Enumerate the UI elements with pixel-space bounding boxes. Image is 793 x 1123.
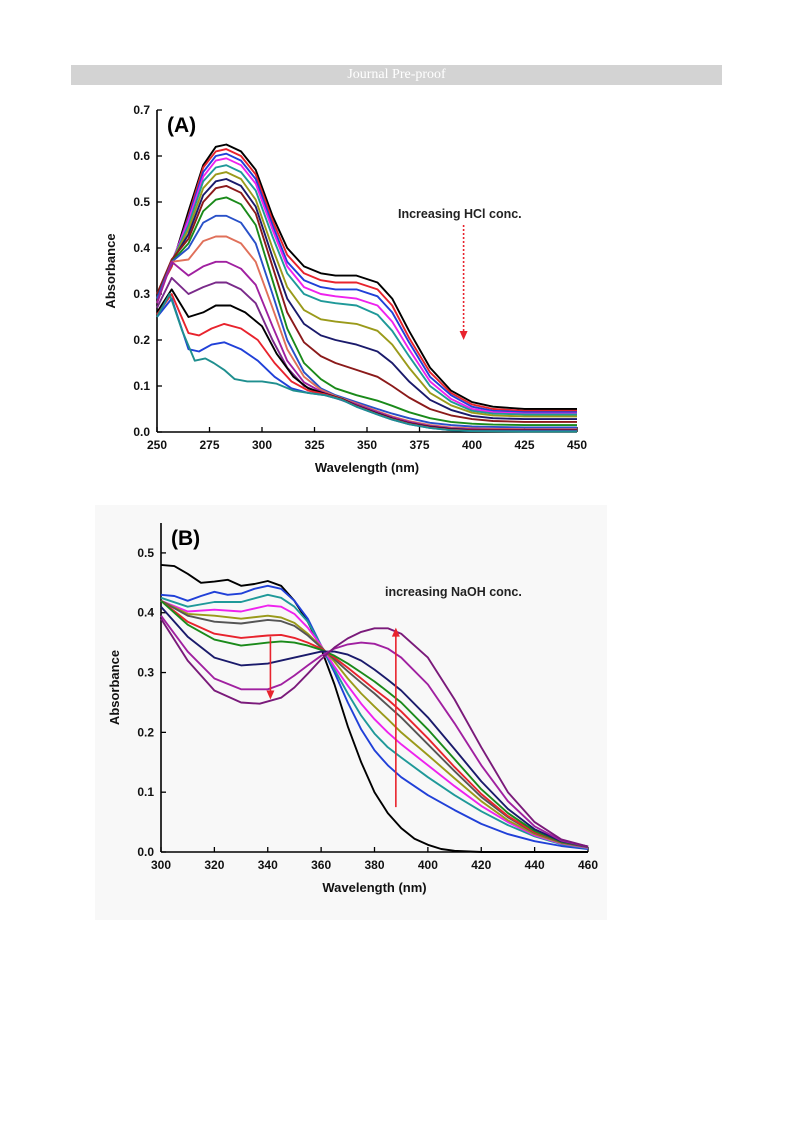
spectrum-series-5: [156, 164, 577, 416]
y-tick-label: 0.5: [137, 546, 154, 560]
x-tick-label: 400: [418, 858, 438, 872]
panel-label: (A): [167, 114, 196, 137]
spectrum-series-8: [156, 184, 577, 423]
y-tick-label: 0.3: [137, 666, 154, 680]
x-tick-label: 375: [409, 438, 429, 452]
chart-panel-a: 250 275 300 325 350 375 400 425 450 0.0 0.1 0.2 0.3 0…: [95, 96, 600, 491]
x-tick-label: 425: [514, 438, 534, 452]
annotation-label: increasing NaOH conc.: [385, 585, 522, 599]
spectrum-series-7: [160, 600, 589, 848]
spectrum-series-10: [160, 615, 589, 848]
spectrum-series-8: [160, 600, 589, 848]
annotation-label: Increasing HCl conc.: [398, 207, 522, 221]
spectrum-series-3: [160, 593, 589, 850]
spectrum-series-10: [156, 214, 577, 429]
x-tick-label: 250: [147, 438, 167, 452]
spectrum-series-9: [156, 196, 577, 427]
x-tick-label: 300: [151, 858, 171, 872]
x-tick-label: 420: [471, 858, 491, 872]
x-tick-label: 325: [304, 438, 324, 452]
trend-arrow-head: [391, 627, 400, 637]
x-tick-label: 460: [578, 858, 598, 872]
y-tick-label: 0.0: [137, 845, 154, 859]
x-tick-label: 340: [258, 858, 278, 872]
y-tick-label: 0.1: [133, 379, 150, 393]
spectrum-series-9: [160, 606, 589, 848]
spectrum-series-1: [156, 143, 577, 410]
y-tick-label: 0.2: [133, 333, 150, 347]
x-tick-label: 440: [525, 858, 545, 872]
journal-header-text: Journal Pre-proof: [347, 67, 446, 82]
y-axis-title: Absorbance: [107, 650, 122, 725]
chart-panel-b: 300 320 340 360 380 400 420 440 460 0.0 0.1 0.2 0.3 0…: [95, 505, 607, 920]
y-axis-title: Absorbance: [103, 233, 118, 308]
trend-arrow-head: [459, 331, 468, 340]
spectrum-series-11: [156, 235, 577, 431]
chart-b-svg: 300 320 340 360 380 400 420 440 460 0.0 0.1 0.2 0.3 0…: [107, 523, 598, 895]
y-tick-label: 0.5: [133, 195, 150, 209]
x-tick-label: 360: [311, 858, 331, 872]
x-tick-label: 380: [364, 858, 384, 872]
x-tick-label: 450: [567, 438, 587, 452]
y-tick-label: 0.1: [137, 785, 154, 799]
y-tick-label: 0.2: [137, 725, 154, 739]
spectrum-series-17: [156, 293, 577, 433]
journal-header-banner: Journal Pre-proof: [71, 65, 722, 85]
spectrum-series-6: [160, 599, 589, 849]
y-tick-label: 0.0: [133, 425, 150, 439]
chart-a-svg: 250 275 300 325 350 375 400 425 450 0.0 0.1 0.2 0.3 0…: [103, 103, 587, 475]
x-tick-label: 320: [204, 858, 224, 872]
y-tick-label: 0.7: [133, 103, 150, 117]
x-tick-label: 400: [462, 438, 482, 452]
spectrum-series-6: [156, 171, 577, 418]
x-tick-label: 275: [199, 438, 219, 452]
spectrum-series-11: [160, 618, 589, 848]
spectrum-series-7: [156, 178, 577, 421]
trend-arrow-head: [266, 690, 275, 700]
y-tick-label: 0.3: [133, 287, 150, 301]
x-axis-title: Wavelength (nm): [315, 460, 419, 475]
panel-label: (B): [171, 527, 200, 550]
spectrum-series-4: [160, 599, 589, 849]
y-tick-label: 0.4: [137, 606, 154, 620]
x-tick-label: 350: [357, 438, 377, 452]
x-tick-label: 300: [252, 438, 272, 452]
spectrum-series-3: [156, 152, 577, 414]
spectrum-series-2: [156, 148, 577, 412]
spectrum-series-4: [156, 157, 577, 415]
spectrum-series-5: [160, 599, 589, 849]
y-tick-label: 0.6: [133, 149, 150, 163]
spectrum-series-12: [156, 260, 577, 431]
x-axis-title: Wavelength (nm): [322, 880, 426, 895]
y-tick-label: 0.4: [133, 241, 150, 255]
